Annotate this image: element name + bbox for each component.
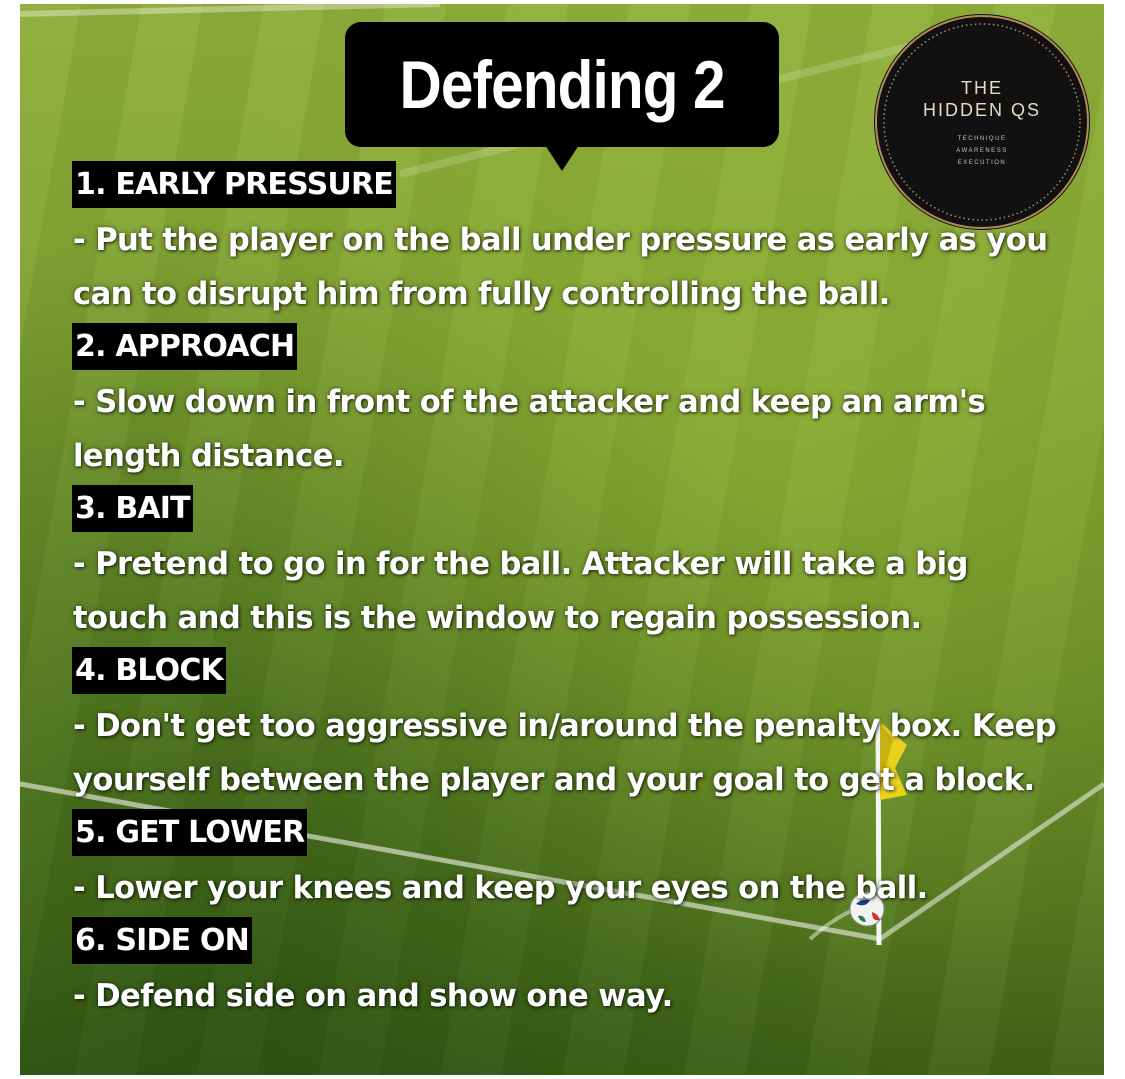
logo-line2: HIDDEN QS [923, 100, 1041, 120]
section-text-get-lower-1: - Lower your knees and keep your eyes on… [73, 870, 928, 906]
section-text-bait-2: touch and this is the window to regain p… [73, 600, 922, 636]
section-heading-side-on: 6. SIDE ON [72, 917, 252, 964]
section-text-approach-2: length distance. [73, 438, 345, 474]
section-heading-get-lower: 5. GET LOWER [72, 809, 308, 856]
section-heading-bait: 3. BAIT [72, 485, 193, 532]
logo-line1: THE [961, 78, 1003, 98]
section-heading-approach: 2. APPROACH [72, 323, 298, 370]
section-text-side-on-1: - Defend side on and show one way. [73, 978, 673, 1014]
section-text-early-pressure-2: can to disrupt him from fully controllin… [73, 276, 890, 312]
section-text-block-2: yourself between the player and your goa… [73, 762, 1035, 798]
section-text-block-1: - Don't get too aggressive in/around the… [73, 708, 1057, 744]
logo-tagline-technique: TECHNIQUE [958, 136, 1007, 142]
logo-tagline-execution: EXECUTION [958, 160, 1007, 166]
section-text-early-pressure-1: - Put the player on the ball under press… [73, 222, 1048, 258]
page-title: Defending 2 [399, 46, 725, 123]
title-banner: Defending 2 [345, 22, 779, 171]
section-text-approach-1: - Slow down in front of the attacker and… [73, 384, 986, 420]
section-heading-block: 4. BLOCK [72, 647, 226, 694]
section-heading-early-pressure: 1. EARLY PRESSURE [72, 161, 396, 208]
section-text-bait-1: - Pretend to go in for the ball. Attacke… [73, 546, 968, 582]
football-icon [849, 891, 885, 927]
logo-tagline-awareness: AWARENESS [956, 148, 1007, 154]
hidden-qs-logo: THE HIDDEN QS TECHNIQUE AWARENESS EXECUT… [874, 14, 1090, 230]
